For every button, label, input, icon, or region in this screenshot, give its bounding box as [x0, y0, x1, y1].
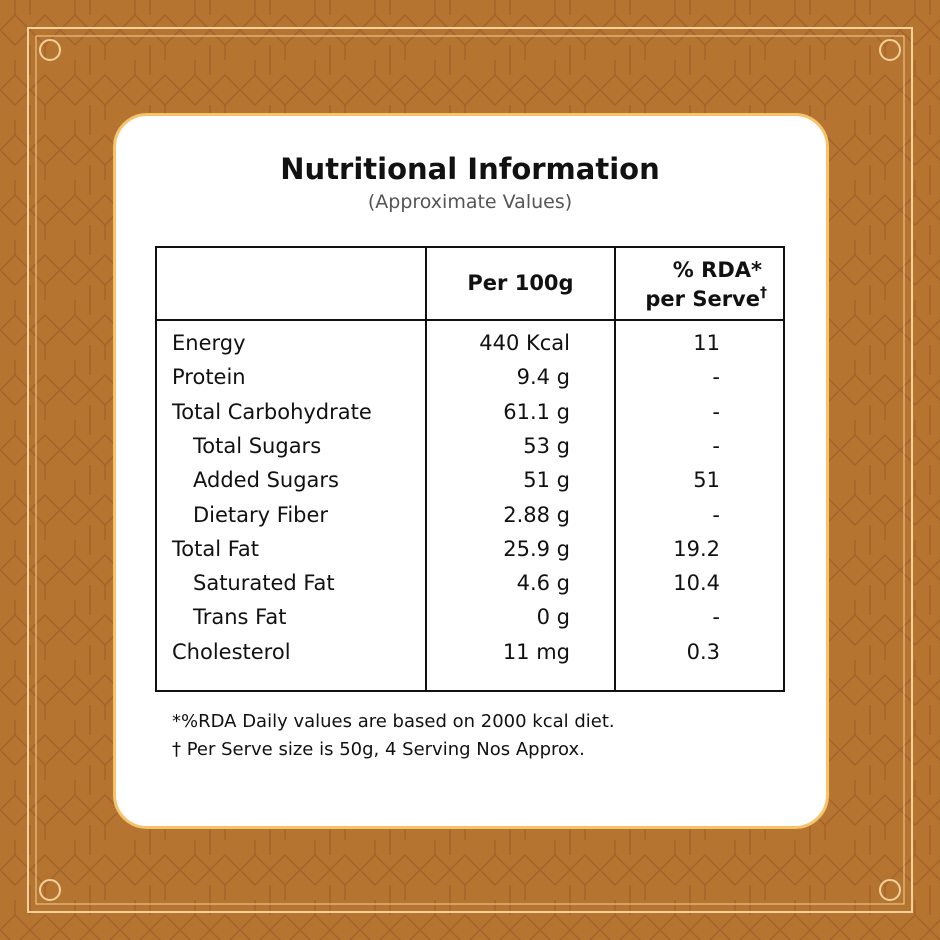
row-value: 25.9 g — [503, 536, 570, 561]
row-rda: 10.4 — [673, 571, 720, 596]
row-rda: 51 — [693, 468, 720, 493]
row-label: Dietary Fiber — [193, 502, 329, 527]
row-label: Added Sugars — [193, 468, 339, 493]
row-label: Total Carbohydrate — [172, 399, 372, 424]
row-label: Energy — [172, 331, 246, 355]
row-label: Trans Fat — [193, 605, 287, 630]
row-value: 0 g — [536, 605, 570, 630]
row-rda: - — [712, 502, 720, 527]
row-label: Protein — [172, 365, 246, 390]
row-rda: 19.2 — [673, 536, 720, 561]
header-cell: Per 100g — [467, 271, 574, 295]
title: Nutritional Information — [280, 152, 660, 186]
table-border — [155, 690, 785, 692]
header-mark: † — [760, 285, 767, 301]
footnote: † Per Serve size is 50g, 4 Serving Nos A… — [172, 739, 585, 760]
row-rda: - — [712, 365, 720, 390]
row-value: 4.6 g — [516, 571, 570, 596]
row-rda: 0.3 — [686, 639, 720, 664]
row-label: Total Fat — [172, 536, 259, 561]
header-cell: % RDA* — [672, 258, 762, 282]
table-border — [155, 246, 157, 692]
header-cell: per Serve — [645, 287, 760, 311]
row-value: 53 g — [523, 433, 570, 458]
row-value: 61.1 g — [503, 399, 570, 424]
row-label: Cholesterol — [172, 639, 291, 664]
footnote: *%RDA Daily values are based on 2000 kca… — [172, 711, 615, 732]
row-rda: - — [712, 399, 720, 424]
row-value: 9.4 g — [516, 365, 570, 390]
row-value: 11 mg — [502, 639, 570, 664]
row-label: Total Sugars — [193, 433, 322, 458]
row-label: Saturated Fat — [193, 571, 335, 596]
table-border — [155, 246, 785, 248]
row-value: 51 g — [523, 468, 570, 493]
table-border — [614, 246, 616, 692]
row-value: 2.88 g — [503, 502, 570, 527]
row-value: 440 Kcal — [479, 331, 570, 355]
table-border — [155, 319, 785, 321]
table-border — [783, 246, 785, 692]
row-rda: 11 — [693, 331, 720, 355]
row-rda: - — [712, 605, 720, 630]
card — [113, 113, 829, 829]
table-border — [425, 246, 427, 692]
subtitle: (Approximate Values) — [367, 191, 573, 213]
row-rda: - — [712, 433, 720, 458]
